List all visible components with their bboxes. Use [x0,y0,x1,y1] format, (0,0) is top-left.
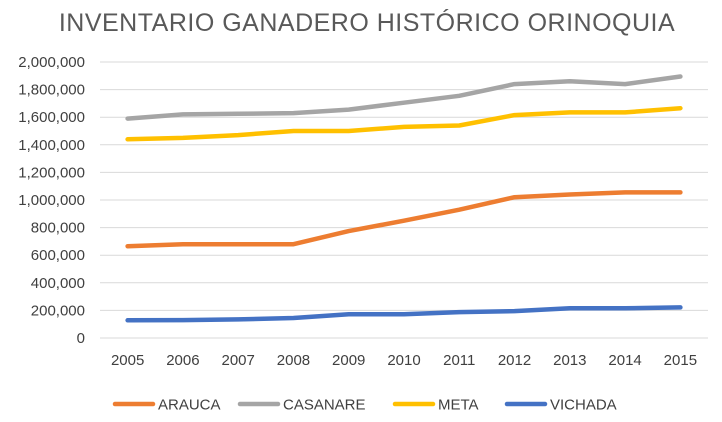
y-tick-label: 1,600,000 [18,109,85,126]
y-tick-label: 800,000 [31,220,85,237]
y-tick-label: 200,000 [31,302,85,319]
legend-label-meta: META [438,397,479,414]
y-tick-label: 400,000 [31,275,85,292]
y-axis-ticks: 0 200,000 400,000 600,000 800,000 1,000,000 1,… [18,54,85,347]
legend-label-arauca: ARAUCA [158,397,221,414]
x-tick-label: 2012 [498,352,531,369]
series-line-vichada [125,305,683,323]
chart-title: INVENTARIO GANADERO HISTÓRICO ORINOQUIA [59,8,675,37]
x-tick-label: 2005 [111,352,144,369]
legend: ARAUCA CASANARE META VICHADA [112,397,617,414]
x-tick-label: 2015 [664,352,697,369]
y-tick-label: 2,000,000 [18,54,85,71]
series-line-casanare [125,74,683,121]
y-tick-label: 1,400,000 [18,137,85,154]
x-tick-label: 2009 [332,352,365,369]
y-tick-label: 0 [77,330,85,347]
x-tick-label: 2014 [608,352,641,369]
x-tick-label: 2008 [277,352,310,369]
legend-label-vichada: VICHADA [550,397,617,414]
series-line-arauca [125,190,683,249]
gridlines [100,61,708,339]
x-tick-label: 2007 [221,352,254,369]
y-tick-label: 1,000,000 [18,192,85,209]
series-line-meta [125,105,683,142]
series-lines [125,74,683,323]
y-tick-label: 600,000 [31,247,85,264]
x-axis-ticks: 2005 2006 2007 2008 2009 2010 2011 2012 2013 2014… [111,352,697,369]
x-tick-label: 2013 [553,352,586,369]
legend-label-casanare: CASANARE [283,397,366,414]
x-tick-label: 2011 [443,352,475,369]
y-tick-label: 1,800,000 [18,82,85,99]
x-tick-label: 2006 [166,352,199,369]
y-tick-label: 1,200,000 [18,164,85,181]
x-tick-label: 2010 [387,352,420,369]
